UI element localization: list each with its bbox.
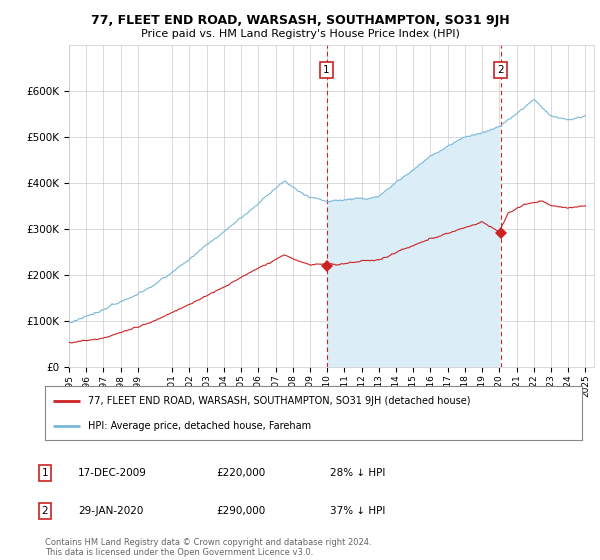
Text: 17-DEC-2009: 17-DEC-2009 bbox=[78, 468, 147, 478]
Text: 2: 2 bbox=[41, 506, 49, 516]
Text: £220,000: £220,000 bbox=[216, 468, 265, 478]
Text: 28% ↓ HPI: 28% ↓ HPI bbox=[330, 468, 385, 478]
Text: 2: 2 bbox=[497, 65, 504, 75]
Text: 77, FLEET END ROAD, WARSASH, SOUTHAMPTON, SO31 9JH (detached house): 77, FLEET END ROAD, WARSASH, SOUTHAMPTON… bbox=[88, 396, 470, 407]
Text: 37% ↓ HPI: 37% ↓ HPI bbox=[330, 506, 385, 516]
Text: 1: 1 bbox=[323, 65, 330, 75]
Text: 29-JAN-2020: 29-JAN-2020 bbox=[78, 506, 143, 516]
Text: Contains HM Land Registry data © Crown copyright and database right 2024.
This d: Contains HM Land Registry data © Crown c… bbox=[45, 538, 371, 557]
Text: Price paid vs. HM Land Registry's House Price Index (HPI): Price paid vs. HM Land Registry's House … bbox=[140, 29, 460, 39]
Text: £290,000: £290,000 bbox=[216, 506, 265, 516]
Text: 1: 1 bbox=[41, 468, 49, 478]
Text: 77, FLEET END ROAD, WARSASH, SOUTHAMPTON, SO31 9JH: 77, FLEET END ROAD, WARSASH, SOUTHAMPTON… bbox=[91, 14, 509, 27]
Text: HPI: Average price, detached house, Fareham: HPI: Average price, detached house, Fare… bbox=[88, 421, 311, 431]
